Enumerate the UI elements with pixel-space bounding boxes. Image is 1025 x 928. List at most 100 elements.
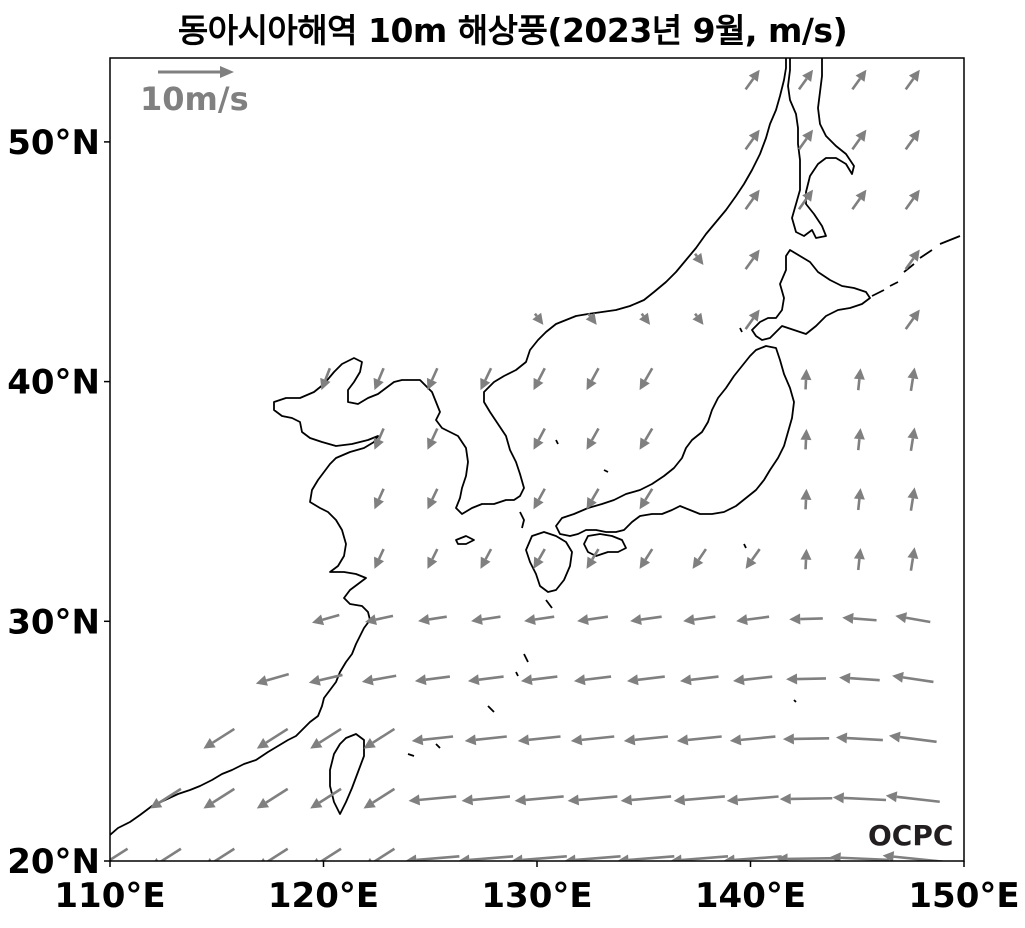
wind-arrow-shaft (737, 795, 779, 802)
wind-arrow-shaft (484, 367, 493, 381)
wind-arrow-head (853, 368, 865, 380)
wind-arrow-shaft (681, 855, 729, 861)
sakhalin-coastline (787, 58, 855, 239)
wind-arrow-head (533, 377, 544, 391)
wind-arrow-head (802, 189, 814, 202)
wind-arrow-head (570, 734, 583, 746)
wind-arrow-shaft (744, 317, 755, 330)
wind-arrow-head (154, 857, 159, 861)
wind-arrow (464, 734, 507, 746)
wind-arrow-shaft (750, 548, 761, 561)
wind-arrow-shaft (694, 312, 698, 317)
wind-arrow-shaft (377, 427, 385, 441)
wind-arrow-shaft (846, 736, 883, 742)
wind-arrow-shaft (851, 137, 862, 151)
wind-arrow (361, 674, 397, 686)
wind-arrow-head (802, 129, 814, 142)
wind-arrow (800, 488, 812, 510)
wind-arrow-shaft (746, 615, 770, 621)
wind-arrow-head (617, 854, 629, 861)
wind-arrow (779, 793, 833, 805)
wind-arrow-shaft (324, 367, 332, 381)
wind-arrow-head (363, 738, 376, 749)
wind-arrow-shaft (372, 787, 396, 804)
wind-arrow (480, 367, 493, 391)
kyushu-coastline (525, 531, 573, 593)
wind-arrow-head (802, 69, 814, 82)
wind-arrow-shaft (322, 613, 340, 622)
wind-arrow (782, 733, 830, 745)
wind-arrow-shaft (793, 737, 830, 741)
wind-arrow-shaft (537, 367, 546, 381)
wind-arrow-shaft (419, 795, 457, 802)
wind-arrow-shaft (790, 796, 833, 801)
wind-arrow-head (458, 854, 470, 861)
wind-arrow-shaft (787, 856, 836, 861)
wind-arrow-shaft (693, 615, 716, 621)
wind-arrow-shaft (377, 367, 385, 381)
wind-arrow-head (373, 497, 384, 510)
wind-arrow-head (480, 556, 491, 569)
wind-arrow-head (853, 547, 865, 560)
wind-arrow (853, 428, 865, 451)
x-axis: 110°E 120°E 130°E 140°E 150°E (54, 861, 1020, 916)
wind-arrow-head (639, 497, 651, 510)
wind-arrow-shaft (372, 727, 396, 744)
wind-arrow-shaft (265, 727, 289, 744)
wind-arrow (895, 612, 931, 624)
wind-arrow-shaft (587, 312, 592, 317)
wind-arrow-shaft (740, 735, 776, 742)
y-tick-label: 40°N (7, 363, 100, 403)
wind-arrow-shaft (634, 735, 669, 742)
wind-arrow-shaft (584, 675, 612, 682)
wind-arrow-shaft (909, 378, 915, 392)
wind-arrow-head (670, 854, 682, 861)
wind-arrow (586, 488, 600, 510)
wind-arrow-shaft (744, 197, 755, 211)
wind-arrow-head (800, 428, 812, 441)
wind-arrow-shaft (431, 488, 439, 500)
wind-arrow-head (517, 734, 530, 746)
reference-vector: 10m/s (140, 66, 249, 118)
y-tick-label: 20°N (7, 842, 100, 882)
wind-arrow-head (373, 437, 384, 450)
wind-arrow-head (853, 488, 865, 500)
wind-arrow-shaft (522, 855, 567, 861)
wind-arrow (365, 614, 394, 625)
wind-arrow (842, 612, 877, 624)
wind-arrow-head (564, 854, 576, 861)
wind-arrow (524, 614, 555, 625)
wind-arrow (851, 129, 867, 151)
wind-arrow (411, 734, 454, 746)
wind-arrow-shaft (851, 197, 862, 211)
wind-arrow-head (418, 614, 430, 625)
wind-arrow-head (748, 129, 760, 142)
wind-arrow-head (726, 794, 739, 806)
wind-arrow (639, 312, 651, 325)
wind-arrow (511, 854, 567, 861)
wind-arrow-shaft (851, 77, 862, 91)
wind-arrow-head (373, 377, 384, 391)
wind-arrow (533, 427, 546, 450)
wind-arrow-shaft (428, 615, 447, 621)
wind-arrow-shaft (840, 856, 890, 861)
wind-arrow-shaft (212, 727, 236, 744)
wind-arrow-head (520, 674, 533, 686)
honshu-coastline (555, 345, 795, 537)
wind-arrow-shaft (525, 795, 564, 802)
wind-arrow-shaft (744, 257, 755, 270)
wind-arrow (683, 614, 716, 626)
wind-arrow (261, 847, 289, 861)
wind-arrow-shaft (110, 847, 129, 861)
wind-arrow (514, 794, 564, 806)
x-tick-label: 120°E (268, 876, 379, 916)
wind-arrow-shaft (528, 735, 561, 742)
wind-arrow (310, 727, 342, 749)
wind-arrow-head (405, 854, 417, 861)
mainland-coastline (110, 58, 787, 836)
wind-arrow-head (800, 548, 812, 560)
x-tick-label: 110°E (54, 876, 165, 916)
wind-arrow-head (630, 614, 642, 626)
wind-arrow-shaft (578, 795, 618, 802)
